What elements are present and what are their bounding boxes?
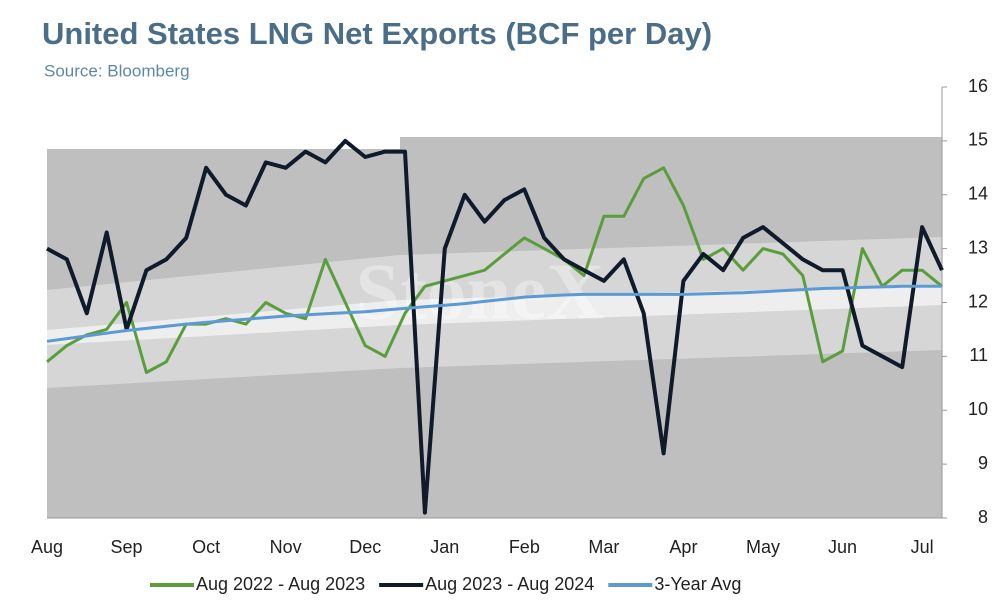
y-tick-label: 10	[968, 399, 988, 419]
x-tick-label: Oct	[192, 537, 220, 557]
watermark: StoneX	[356, 248, 605, 336]
x-tick-label: Nov	[270, 537, 302, 557]
y-tick-label: 15	[968, 130, 988, 150]
background-bands	[47, 137, 942, 518]
y-tick-label: 8	[978, 507, 988, 527]
x-tick-label: Jul	[911, 537, 934, 557]
x-tick-label: Jun	[828, 537, 857, 557]
y-tick-label: 9	[978, 453, 988, 473]
legend: Aug 2022 - Aug 2023 Aug 2023 - Aug 2024 3-…	[150, 574, 741, 594]
legend-label: Aug 2022 - Aug 2023	[196, 574, 365, 594]
y-tick-label: 11	[969, 345, 988, 365]
series-line	[46, 284, 942, 343]
x-tick-label: Jan	[430, 537, 459, 557]
x-tick-label: Apr	[669, 537, 697, 557]
y-tick-label: 14	[968, 184, 988, 204]
x-tick-label: Dec	[349, 537, 381, 557]
legend-label: Aug 2023 - Aug 2024	[425, 574, 594, 594]
legend-label: 3-Year Avg	[654, 574, 741, 594]
range-band	[47, 285, 942, 345]
y-tick-label: 12	[968, 291, 988, 311]
x-tick-label: Sep	[111, 537, 143, 557]
x-tick-label: Feb	[509, 537, 540, 557]
chart-subtitle: Source: Bloomberg	[44, 61, 190, 80]
series-line	[46, 138, 944, 515]
x-tick-label: May	[746, 537, 780, 557]
y-tick-label: 13	[968, 237, 988, 257]
x-tick-label: Mar	[588, 537, 619, 557]
x-tick-label: Aug	[31, 537, 63, 557]
chart-title: United States LNG Net Exports (BCF per D…	[42, 16, 712, 51]
y-tick-label: 16	[968, 76, 988, 96]
